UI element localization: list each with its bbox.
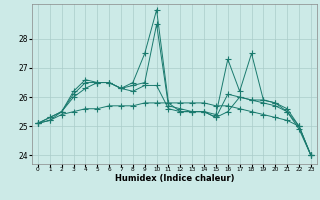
X-axis label: Humidex (Indice chaleur): Humidex (Indice chaleur) — [115, 174, 234, 183]
